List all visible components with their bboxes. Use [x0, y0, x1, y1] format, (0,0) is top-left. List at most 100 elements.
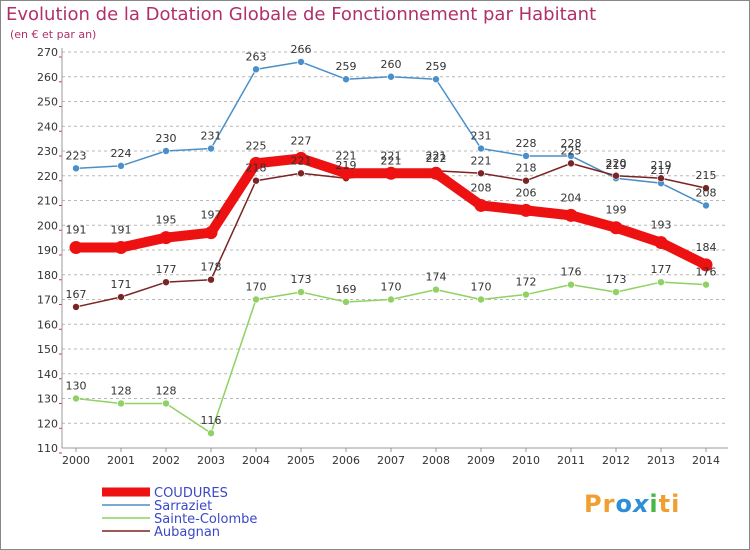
series-sainte-colombe-data-label: 176: [561, 266, 582, 279]
y-tick-label: 180: [37, 269, 58, 282]
series-coudures-point: [69, 241, 83, 255]
x-tick-label: 2002: [152, 454, 180, 467]
y-tick-label: 160: [37, 318, 58, 331]
series-coudures-point: [294, 151, 308, 165]
y-tick-label: 170: [37, 294, 58, 307]
x-tick-label: 2000: [62, 454, 90, 467]
series-coudures-data-label: 221: [381, 149, 402, 162]
legend-coudures-label: COUDURES: [154, 486, 228, 501]
series-sarraziet-data-label: 259: [426, 60, 447, 73]
x-tick-label: 2010: [512, 454, 540, 467]
series-sarraziet-data-label: 223: [66, 149, 87, 162]
series-sainte-colombe-point: [612, 288, 620, 296]
series-aubagnan-point: [297, 169, 305, 178]
series-sainte-colombe-point: [567, 280, 575, 289]
series-sarraziet-point: [162, 147, 170, 155]
series-aubagnan-point: [477, 169, 485, 178]
logo-part: x: [632, 490, 650, 518]
series-aubagnan-data-label: 221: [381, 154, 402, 167]
series-sainte-colombe-point: [387, 295, 395, 304]
x-tick-label: 2014: [692, 454, 720, 467]
series-coudures-data-label: 184: [696, 241, 717, 254]
series-aubagnan-point: [522, 176, 530, 185]
series-sarraziet-point: [477, 144, 485, 153]
x-tick-label: 2012: [602, 454, 630, 467]
series-coudures-data-label: 227: [291, 134, 312, 147]
logo-part: i: [649, 490, 659, 518]
series-coudures-point: [249, 156, 263, 170]
series-sarraziet-data-label: 266: [291, 43, 312, 56]
series-sarraziet-data-label: 208: [696, 186, 717, 199]
series-aubagnan-data-label: 215: [696, 169, 717, 182]
series-coudures-data-label: 221: [426, 149, 447, 162]
x-tick-label: 2009: [467, 454, 495, 467]
series-sarraziet-point: [432, 75, 440, 84]
series-layer: [69, 58, 713, 437]
series-aubagnan-data-label: 218: [246, 162, 267, 175]
series-aubagnan-data-label: 167: [66, 288, 87, 301]
x-tick-label: 2005: [287, 454, 315, 467]
series-aubagnan-data-label: 221: [291, 154, 312, 167]
series-coudures-data-label: 191: [111, 224, 132, 237]
series-sarraziet-point: [342, 75, 350, 84]
series-aubagnan-data-label: 222: [426, 152, 447, 165]
series-sainte-colombe-data-label: 169: [336, 283, 357, 296]
series-sainte-colombe-point: [432, 285, 440, 294]
series-coudures-point: [114, 241, 128, 255]
series-aubagnan-data-label: 219: [336, 159, 357, 172]
logo-part: Pr: [584, 490, 616, 518]
series-aubagnan-data-label: 220: [606, 157, 627, 170]
series-aubagnan-point: [657, 174, 665, 183]
series-sarraziet-data-label: 230: [156, 132, 177, 145]
series-sainte-colombe-data-label: 173: [291, 273, 312, 286]
x-tick-label: 2007: [377, 454, 405, 467]
y-tick-label: 130: [37, 393, 58, 406]
series-sarraziet-point: [567, 152, 575, 160]
series-sainte-colombe-data-label: 130: [66, 380, 87, 393]
series-sarraziet-data-label: 228: [561, 137, 582, 150]
series-coudures-point: [474, 198, 488, 212]
series-sainte-colombe-point: [117, 399, 125, 408]
series-aubagnan-data-label: 221: [471, 154, 492, 167]
series-aubagnan-point: [567, 159, 575, 168]
series-coudures-data-label: 208: [471, 181, 492, 194]
series-coudures-data-label: 193: [651, 219, 672, 232]
logo-part: ti: [658, 490, 681, 518]
series-coudures-data-label: 199: [606, 204, 627, 217]
series-sarraziet-data-label: 231: [201, 130, 222, 143]
series-sainte-colombe-point: [342, 298, 350, 306]
series-aubagnan-data-label: 178: [201, 261, 222, 274]
legend-sainte-colombe-label: Sainte-Colombe: [154, 512, 257, 527]
chart-subtitle: (en € et par an): [10, 28, 97, 41]
series-aubagnan-point: [252, 176, 260, 185]
y-tick-label: 190: [37, 244, 58, 257]
series-coudures-point: [159, 231, 173, 245]
series-sainte-colombe-point: [72, 394, 80, 403]
series-sarraziet-data-label: 224: [111, 147, 132, 160]
series-sarraziet-point: [387, 72, 395, 81]
series-aubagnan-point: [162, 278, 170, 286]
series-coudures-point: [429, 166, 443, 180]
grid: [62, 51, 728, 449]
series-sainte-colombe-point: [207, 429, 215, 437]
series-sainte-colombe-point: [657, 278, 665, 286]
series-sainte-colombe-data-label: 128: [156, 384, 177, 397]
series-sainte-colombe-point: [477, 295, 485, 304]
series-aubagnan-point: [207, 275, 215, 284]
series-sarraziet-point: [117, 162, 125, 170]
x-tick-label: 2004: [242, 454, 270, 467]
series-aubagnan-point: [117, 293, 125, 301]
series-sarraziet-point: [297, 58, 305, 66]
y-tick-label: 240: [37, 120, 58, 133]
series-aubagnan-data-label: 225: [561, 144, 582, 157]
series-sarraziet-data-label: 228: [516, 137, 537, 150]
x-tick-label: 2011: [557, 454, 585, 467]
y-tick-label: 260: [37, 71, 58, 84]
series-coudures-data-label: 191: [66, 224, 87, 237]
x-tick-label: 2006: [332, 454, 360, 467]
series-sainte-colombe-point: [522, 290, 530, 299]
proxiti-logo: Proxiti: [584, 490, 680, 518]
